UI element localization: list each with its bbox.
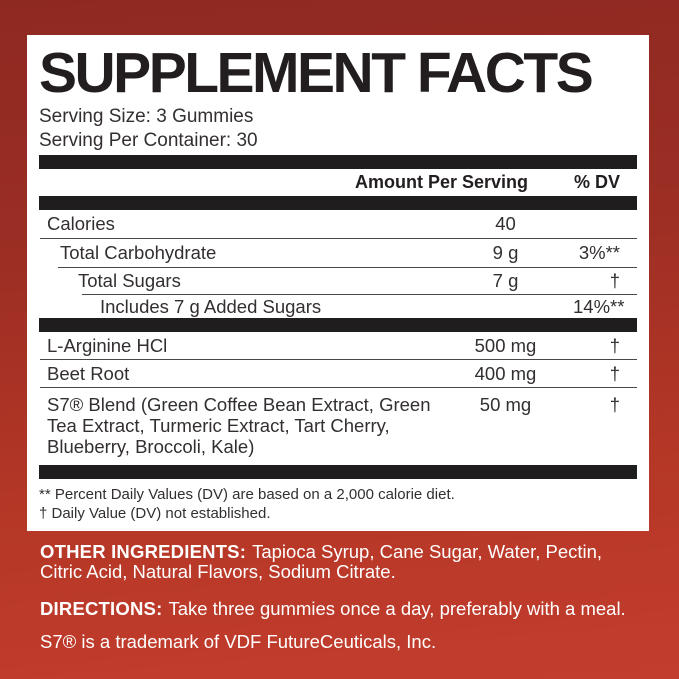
supplement-facts-panel: SUPPLEMENT FACTS Serving Size: 3 Gummies… bbox=[27, 35, 649, 531]
other-ingredients-text: Tapioca Syrup, Cane Sugar, Water, Pectin… bbox=[40, 541, 603, 582]
table-row-s7-blend: S7® Blend (Green Coffee Bean Extract, Gr… bbox=[39, 388, 637, 457]
row-dv: † bbox=[609, 270, 620, 291]
separator-bar-top bbox=[39, 155, 637, 169]
row-amount: 9 g bbox=[492, 242, 519, 263]
separator-bar-header bbox=[39, 196, 637, 210]
bottom-info-section: OTHER INGREDIENTS: Tapioca Syrup, Cane Su… bbox=[40, 542, 646, 652]
table-row-total-carbohydrate: Total Carbohydrate 9 g 3%** bbox=[39, 239, 637, 267]
row-dv: 3%** bbox=[578, 242, 620, 263]
footnote-dv-not-established: † Daily Value (DV) not established. bbox=[39, 505, 271, 522]
separator-bar-bottom bbox=[39, 465, 637, 479]
row-dv: † bbox=[609, 362, 620, 384]
row-amount: 400 mg bbox=[474, 362, 537, 384]
other-ingredients-label: OTHER INGREDIENTS: bbox=[40, 541, 247, 562]
other-ingredients-line: OTHER INGREDIENTS: Tapioca Syrup, Cane Su… bbox=[40, 542, 646, 582]
hairline-divider bbox=[58, 267, 637, 268]
serving-size: Serving Size: 3 Gummies bbox=[39, 106, 254, 127]
table-row-calories: Calories 40 bbox=[39, 210, 637, 238]
hairline-divider bbox=[40, 387, 637, 388]
row-dv: 14%** bbox=[573, 295, 625, 317]
row-name: Beet Root bbox=[47, 362, 130, 384]
percent-dv-header: % DV bbox=[573, 172, 620, 192]
column-header-row: Amount Per Serving % DV bbox=[39, 169, 637, 196]
trademark-line: S7® is a trademark of VDF FutureCeutical… bbox=[40, 631, 437, 652]
footnotes: ** Percent Daily Values (DV) are based o… bbox=[39, 485, 637, 523]
servings-per-container: Serving Per Container: 30 bbox=[39, 130, 258, 151]
directions-text: Take three gummies once a day, preferabl… bbox=[168, 598, 626, 619]
panel-title: SUPPLEMENT FACTS bbox=[39, 41, 594, 105]
table-row-added-sugars: Includes 7 g Added Sugars 14%** bbox=[39, 295, 637, 318]
amount-per-serving-header: Amount Per Serving bbox=[354, 172, 528, 192]
row-amount: 500 mg bbox=[474, 334, 537, 356]
directions-line: DIRECTIONS: Take three gummies once a day… bbox=[40, 599, 646, 619]
directions-label: DIRECTIONS: bbox=[40, 598, 163, 619]
table-row-total-sugars: Total Sugars 7 g † bbox=[39, 268, 637, 294]
row-amount: 7 g bbox=[492, 270, 519, 291]
row-name: Total Carbohydrate bbox=[60, 242, 217, 263]
row-name: Calories bbox=[47, 213, 115, 234]
row-amount: 40 bbox=[495, 213, 516, 234]
table-row-l-arginine: L-Arginine HCl 500 mg † bbox=[39, 332, 637, 359]
hairline-divider bbox=[40, 238, 637, 239]
row-name: S7® Blend (Green Coffee Bean Extract, Gr… bbox=[47, 394, 431, 457]
row-amount: 50 mg bbox=[479, 394, 532, 415]
row-name: Total Sugars bbox=[78, 270, 181, 291]
separator-bar-middle bbox=[39, 318, 637, 332]
row-dv: † bbox=[609, 334, 620, 356]
row-name: Includes 7 g Added Sugars bbox=[100, 295, 322, 317]
row-dv: † bbox=[609, 394, 620, 415]
row-name: L-Arginine HCl bbox=[47, 334, 168, 356]
footnote-daily-values: ** Percent Daily Values (DV) are based o… bbox=[39, 486, 455, 503]
hairline-divider bbox=[82, 294, 637, 295]
hairline-divider bbox=[40, 359, 637, 360]
table-row-beet-root: Beet Root 400 mg † bbox=[39, 360, 637, 387]
